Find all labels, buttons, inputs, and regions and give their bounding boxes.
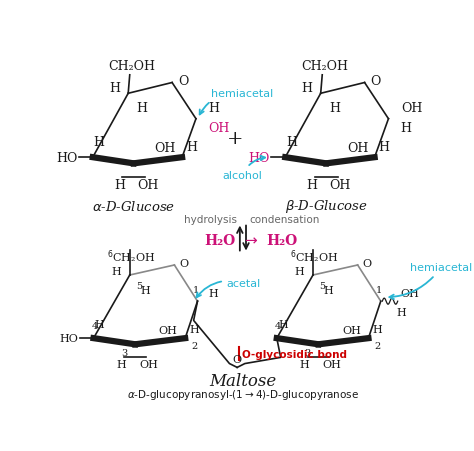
Text: +: + [227, 129, 244, 147]
Text: H: H [278, 320, 288, 330]
Text: 1: 1 [376, 285, 383, 295]
Text: H₂O: H₂O [204, 234, 236, 248]
Text: alcohol: alcohol [222, 156, 265, 180]
Text: Maltose: Maltose [210, 372, 276, 389]
Text: H: H [137, 101, 147, 115]
Text: 5: 5 [136, 282, 142, 290]
Text: OH: OH [137, 179, 158, 192]
Text: 3: 3 [121, 348, 128, 357]
Text: OH: OH [342, 326, 361, 336]
Text: H: H [301, 82, 312, 94]
Text: $\alpha$-D-glucopyranosyl-(1$\rightarrow$4)-D-glucopyranose: $\alpha$-D-glucopyranosyl-(1$\rightarrow… [127, 387, 359, 401]
Text: 1: 1 [193, 285, 199, 295]
Text: condensation: condensation [249, 214, 319, 224]
Text: H: H [329, 101, 340, 115]
Text: H: H [286, 136, 297, 149]
Text: O: O [233, 354, 242, 364]
Text: H: H [208, 102, 219, 115]
Text: H: H [307, 179, 318, 192]
Text: HO: HO [59, 333, 78, 343]
Text: H: H [95, 320, 105, 330]
Text: H: H [373, 324, 383, 334]
Text: H: H [109, 82, 120, 94]
Text: OH: OH [208, 122, 229, 135]
Text: 2: 2 [374, 341, 381, 350]
Text: OH: OH [155, 142, 176, 155]
Text: H: H [401, 122, 412, 135]
Text: hydrolysis: hydrolysis [184, 214, 237, 224]
Text: $^6$CH₂OH: $^6$CH₂OH [291, 248, 338, 264]
Text: HO: HO [56, 152, 77, 164]
Text: OH: OH [347, 142, 368, 155]
Text: H: H [378, 141, 389, 154]
Text: OH: OH [401, 289, 419, 299]
Text: 4: 4 [92, 322, 98, 331]
Text: OH: OH [323, 359, 342, 369]
Text: H: H [117, 359, 126, 369]
Text: $\alpha$-D-Glucose: $\alpha$-D-Glucose [92, 199, 175, 213]
Text: O-glycosidic bond: O-glycosidic bond [242, 349, 347, 359]
Text: O: O [371, 75, 381, 88]
Text: OH: OH [329, 179, 351, 192]
Text: H: H [324, 286, 333, 296]
Text: hemiacetal: hemiacetal [200, 89, 273, 115]
Text: 2: 2 [191, 341, 198, 350]
Text: H₂O: H₂O [266, 234, 297, 248]
Text: acetal: acetal [197, 278, 261, 298]
Text: CH₂OH: CH₂OH [301, 60, 348, 73]
Text: $\beta$-D-Glucose: $\beta$-D-Glucose [285, 198, 367, 215]
Text: O: O [178, 75, 189, 88]
Text: H: H [300, 359, 310, 369]
Text: $^6$CH₂OH: $^6$CH₂OH [107, 248, 155, 264]
Text: O: O [362, 259, 372, 269]
Text: H: H [114, 179, 125, 192]
Text: 5: 5 [319, 282, 325, 290]
Text: H: H [186, 141, 197, 154]
Text: 4: 4 [275, 322, 282, 331]
Text: hemiacetal: hemiacetal [390, 263, 472, 299]
Text: OH: OH [401, 102, 422, 115]
Text: H: H [190, 324, 199, 334]
Text: H: H [208, 289, 218, 299]
Text: 3: 3 [304, 348, 311, 357]
Text: H: H [396, 307, 406, 317]
Text: H: H [111, 267, 121, 276]
Text: OH: OH [159, 326, 178, 336]
Text: H: H [93, 136, 104, 149]
Text: OH: OH [139, 359, 158, 369]
Text: HO: HO [248, 152, 270, 164]
Text: CH₂OH: CH₂OH [109, 60, 155, 73]
Text: H: H [294, 267, 304, 276]
Text: O: O [179, 259, 188, 269]
Text: →: → [244, 233, 257, 249]
Text: H: H [140, 286, 150, 296]
